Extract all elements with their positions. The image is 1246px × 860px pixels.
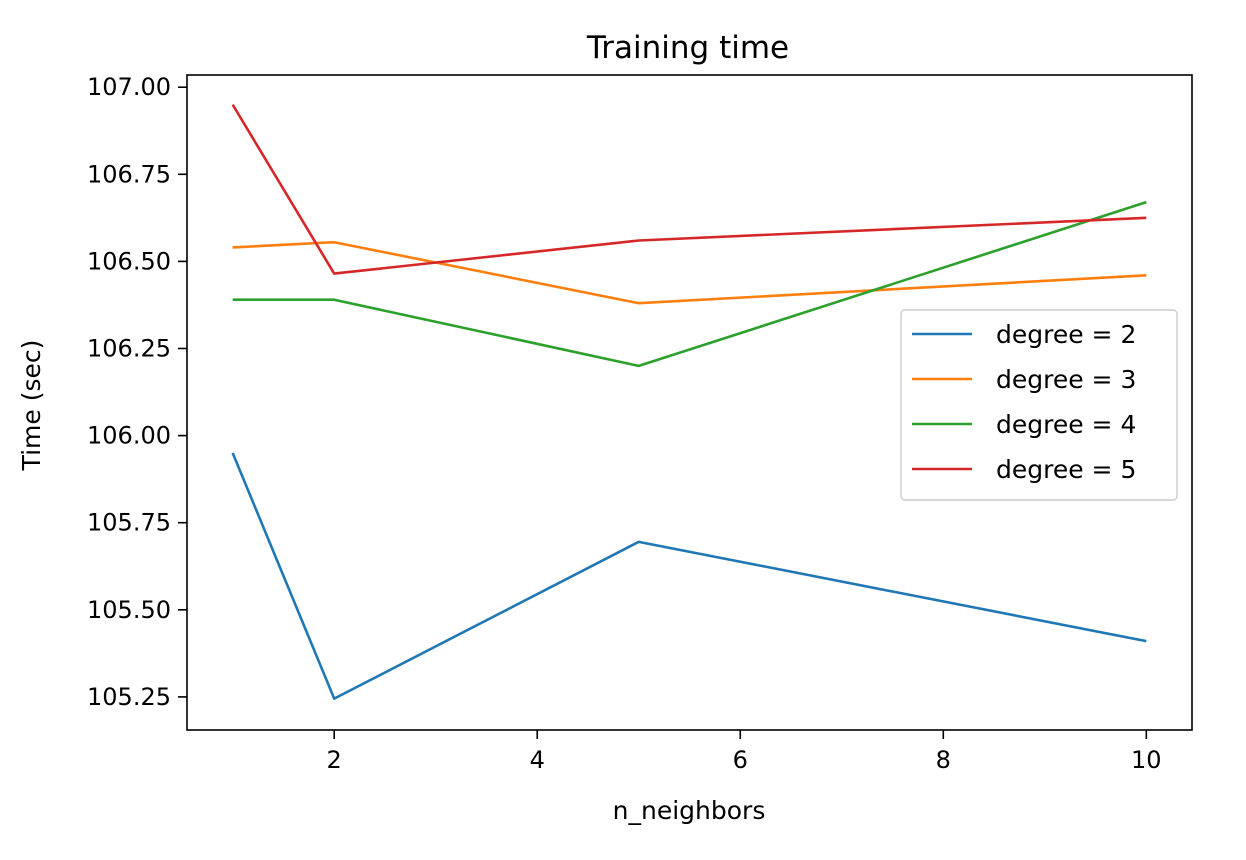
series-line-degree-4 [232, 200, 1147, 368]
y-tick-label: 106.25 [87, 334, 171, 362]
y-tick-label: 106.50 [87, 247, 171, 275]
x-tick-label: 6 [733, 746, 748, 774]
chart-title: Training time [586, 30, 789, 66]
legend-label: degree = 4 [996, 410, 1136, 439]
y-tick-label: 106.00 [87, 422, 171, 450]
legend: degree = 2 degree = 3 degree = 4 degree = 5 [900, 309, 1178, 501]
series-line-degree-5 [231, 103, 1147, 275]
series-line-degree-2 [231, 452, 1147, 700]
x-axis-label: n_neighbors [613, 796, 766, 825]
y-tick-label: 105.25 [87, 683, 171, 711]
plot-area [231, 103, 1147, 700]
legend-label: degree = 2 [996, 320, 1136, 349]
x-tick-label: 2 [327, 746, 342, 774]
plot-frame [186, 74, 1193, 731]
y-tick-label: 105.75 [87, 509, 171, 537]
x-tick-label: 8 [936, 746, 951, 774]
legend-box [900, 309, 1178, 501]
y-tick-label: 106.75 [87, 160, 171, 188]
legend-label: degree = 3 [996, 365, 1136, 394]
x-tick-label: 10 [1131, 746, 1162, 774]
y-axis-label: Time (sec) [17, 340, 46, 472]
axis-ticks: 2 4 6 8 10 105.25 105.50 105.75 106.00 106.25 106.… [87, 73, 1162, 774]
y-tick-label: 107.00 [87, 73, 171, 101]
x-tick-label: 4 [530, 746, 545, 774]
legend-label: degree = 5 [996, 455, 1136, 484]
y-tick-label: 105.50 [87, 596, 171, 624]
series-line-degree-3 [232, 240, 1147, 305]
